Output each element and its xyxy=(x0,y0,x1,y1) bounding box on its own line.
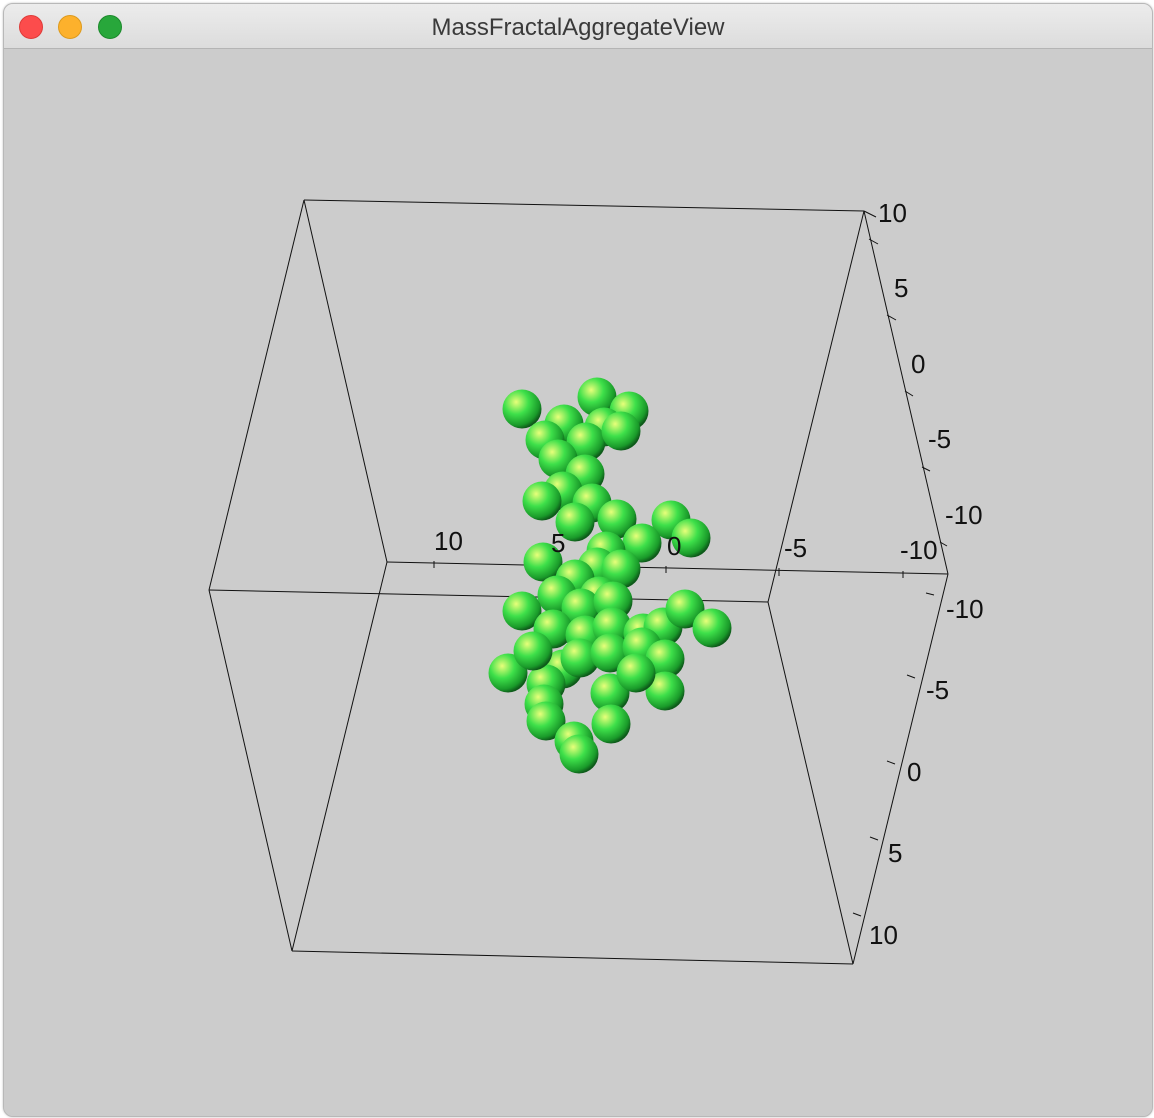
y-tick-label: -10 xyxy=(946,594,984,624)
zoom-window-button[interactable] xyxy=(98,15,122,39)
particle-sphere xyxy=(645,671,685,711)
y-tick-label: -10 xyxy=(945,500,983,530)
view-canvas[interactable]: 10 5 0 -5 -10 10 5 0 -5 -10 -10 -5 0 5 1… xyxy=(4,49,1152,1116)
particle-sphere xyxy=(522,481,562,521)
title-bar[interactable]: MassFractalAggregateView xyxy=(4,4,1152,49)
particle-sphere xyxy=(665,589,705,629)
axis-labels: 10 5 0 -5 -10 10 5 0 -5 -10 -10 -5 0 5 1… xyxy=(434,198,984,950)
particle-sphere xyxy=(671,518,711,558)
app-window: MassFractalAggregateView xyxy=(3,3,1153,1117)
box-edge xyxy=(863,210,949,575)
box-edge xyxy=(386,561,949,575)
y-tick-label: 10 xyxy=(878,198,907,228)
particle-sphere xyxy=(591,704,631,744)
y-tick-label: 10 xyxy=(869,920,898,950)
x-tick-label: -5 xyxy=(784,533,807,563)
particle-sphere xyxy=(577,377,617,417)
particle-sphere xyxy=(601,411,641,451)
particle-sphere xyxy=(622,523,662,563)
y-tick-label: 0 xyxy=(911,349,925,379)
x-tick-label: -10 xyxy=(900,535,938,565)
particle-sphere xyxy=(523,542,563,582)
y-tick-label: 5 xyxy=(888,838,902,868)
particle-sphere xyxy=(560,638,600,678)
x-tick-label: 10 xyxy=(434,526,463,556)
particle-sphere xyxy=(488,653,528,693)
box-edge xyxy=(767,601,854,965)
y-tick-label: -5 xyxy=(926,675,949,705)
particle-sphere xyxy=(566,422,606,462)
box-edge xyxy=(767,210,865,603)
particle-sphere xyxy=(597,499,637,539)
y-tick-label: 0 xyxy=(907,757,921,787)
box-edge xyxy=(208,199,305,591)
x-tick-label: 0 xyxy=(667,531,681,561)
particle-sphere xyxy=(601,549,641,589)
aggregate-particles xyxy=(488,377,732,774)
particle-sphere xyxy=(555,502,595,542)
particle-sphere xyxy=(502,591,542,631)
x-tick-label: 5 xyxy=(551,528,565,558)
box-edge xyxy=(208,589,293,952)
tick-marks xyxy=(433,210,948,917)
close-window-button[interactable] xyxy=(19,15,43,39)
particle-sphere xyxy=(502,389,542,429)
particle-sphere xyxy=(616,653,656,693)
particle-sphere xyxy=(645,639,685,679)
y-tick-label: -5 xyxy=(928,424,951,454)
bounding-box xyxy=(208,199,949,965)
y-tick-label: 5 xyxy=(894,273,908,303)
particle-sphere xyxy=(692,608,732,648)
3d-plot[interactable]: 10 5 0 -5 -10 10 5 0 -5 -10 -10 -5 0 5 1… xyxy=(3,3,1153,1117)
particle-sphere xyxy=(513,631,553,671)
box-edge xyxy=(852,573,949,965)
window-title: MassFractalAggregateView xyxy=(431,14,725,41)
box-edge xyxy=(303,199,865,212)
box-edge xyxy=(291,950,854,965)
particle-sphere xyxy=(559,734,599,774)
minimize-window-button[interactable] xyxy=(58,15,82,39)
particle-sphere xyxy=(526,701,566,741)
box-edge xyxy=(303,199,388,563)
box-edge xyxy=(291,561,388,952)
